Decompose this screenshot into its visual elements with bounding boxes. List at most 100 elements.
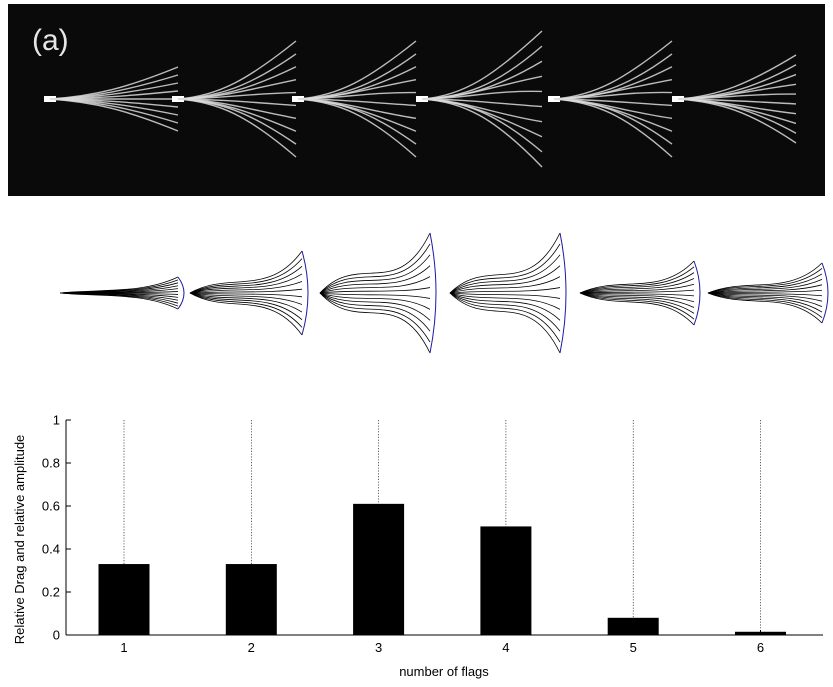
bar <box>353 503 405 635</box>
x-tick-label: 3 <box>375 640 382 655</box>
envelope-line <box>707 292 823 302</box>
envelope-line <box>707 268 823 294</box>
envelope-line <box>449 292 561 354</box>
envelope-line <box>189 292 303 298</box>
envelope-line <box>707 292 823 297</box>
envelope-line <box>579 292 695 303</box>
y-tick-label: 0.6 <box>42 499 60 514</box>
y-tick-label: 1 <box>53 413 60 428</box>
envelope-line <box>579 272 695 294</box>
envelope-line <box>707 278 823 294</box>
envelope-line <box>579 292 695 326</box>
envelope-line <box>707 292 823 308</box>
envelope-line <box>319 232 431 294</box>
envelope-line <box>579 266 695 294</box>
envelope-line <box>579 292 695 320</box>
y-tick-label: 0.4 <box>42 542 60 557</box>
y-axis-title: Relative Drag and relative amplitude <box>12 435 27 645</box>
bar <box>225 564 277 635</box>
envelope-line <box>319 292 431 310</box>
envelope-line <box>189 292 303 336</box>
envelope-line <box>707 284 823 294</box>
tail-edge <box>559 232 567 354</box>
x-tick-label: 5 <box>630 640 637 655</box>
guide-lines <box>123 420 761 635</box>
bar <box>480 526 532 635</box>
envelope-line <box>707 292 823 318</box>
envelope-line <box>319 254 431 294</box>
x-tick-label: 6 <box>757 640 764 655</box>
envelope-line <box>579 292 695 308</box>
envelope-line <box>579 289 695 294</box>
filament-fans <box>44 30 797 168</box>
filament <box>553 98 673 158</box>
simulation-envelopes <box>59 232 829 354</box>
simulation-row <box>0 215 833 370</box>
envelope-line <box>189 292 303 313</box>
y-tick-label: 0.8 <box>42 456 60 471</box>
filament <box>177 98 297 158</box>
envelope-line <box>449 292 561 343</box>
envelope-line <box>319 292 431 354</box>
filament <box>677 98 797 144</box>
x-ticks: 1 2 3 4 5 6 <box>120 630 764 655</box>
tail-edge <box>821 262 829 324</box>
envelope-line <box>579 278 695 294</box>
x-axis-title: number of flags <box>399 664 489 679</box>
envelope-line <box>707 292 823 313</box>
envelope-line <box>579 283 695 294</box>
photo-panel: (a) <box>8 4 825 201</box>
envelope-line <box>189 265 303 294</box>
envelope-line <box>579 292 695 297</box>
envelope-line <box>189 288 303 294</box>
envelope-line <box>707 273 823 294</box>
envelope-line <box>449 292 561 321</box>
envelope-line <box>189 292 303 321</box>
envelope-line <box>707 292 823 324</box>
tail-edge <box>693 260 701 326</box>
envelope-line <box>319 287 431 294</box>
envelope-line <box>189 292 303 305</box>
envelope-line <box>707 262 823 294</box>
filament-photo <box>8 4 825 196</box>
envelope-line <box>449 292 561 310</box>
envelope-line <box>319 292 431 299</box>
envelope-line <box>189 250 303 294</box>
filament <box>421 90 543 100</box>
envelope-line <box>449 232 561 294</box>
envelope-line <box>319 243 431 294</box>
envelope-line <box>319 265 431 294</box>
envelope-line <box>59 292 179 310</box>
envelope-line <box>319 292 431 343</box>
envelope-line <box>189 273 303 294</box>
envelope-line <box>319 292 431 321</box>
filament <box>297 98 417 158</box>
tail-edge <box>301 250 309 336</box>
bar <box>98 564 150 635</box>
bars <box>98 503 786 635</box>
envelope-line <box>579 260 695 294</box>
envelope-line <box>449 254 561 294</box>
filament <box>49 98 179 132</box>
tail-edge <box>177 276 185 310</box>
envelope-line <box>449 292 561 332</box>
envelope-line <box>189 281 303 294</box>
envelope-line <box>319 276 431 294</box>
envelope-line <box>449 292 561 299</box>
bar-chart: 0 0.2 0.4 0.6 0.8 1 1 2 3 4 5 6 number of flags Re… <box>0 400 833 687</box>
envelope-line <box>449 287 561 294</box>
x-tick-label: 4 <box>502 640 509 655</box>
envelope-line <box>707 289 823 294</box>
envelope-line <box>449 243 561 294</box>
envelope-line <box>319 292 431 332</box>
tail-edge <box>429 232 437 354</box>
envelope-line <box>449 276 561 294</box>
x-tick-label: 2 <box>248 640 255 655</box>
bar <box>607 617 659 635</box>
envelope-line <box>579 292 695 314</box>
axes <box>65 420 823 636</box>
panel-label: (a) <box>32 24 69 57</box>
y-tick-label: 0 <box>53 628 60 643</box>
envelope-line <box>189 258 303 294</box>
chart-svg: 0 0.2 0.4 0.6 0.8 1 1 2 3 4 5 6 number of flags Re… <box>12 413 823 679</box>
